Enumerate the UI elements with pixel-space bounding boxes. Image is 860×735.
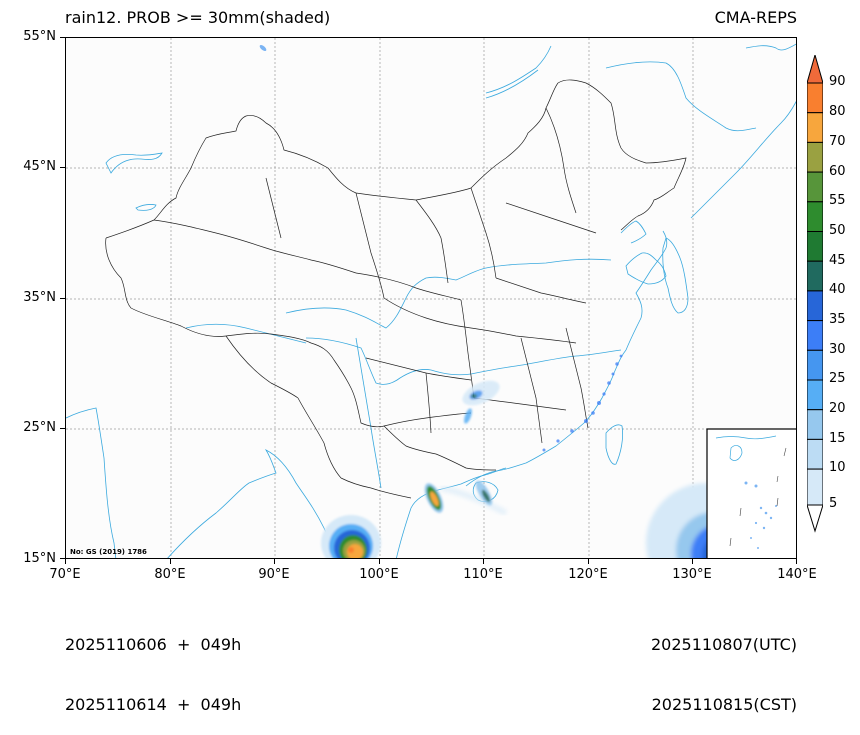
colorbar-label: 90 [829,74,846,89]
lat-tick [60,37,65,38]
probability-shading [259,45,766,558]
valid-time-utc: 2025110807(UTC) [651,635,797,654]
colorbar-label: 45 [829,253,846,268]
coastlines [66,43,796,558]
colorbar-label: 15 [829,431,846,446]
model-name: CMA-REPS [714,8,797,27]
lat-tick [60,558,65,559]
colorbar-label: 5 [829,496,838,511]
colorbar [807,55,823,533]
colorbar-label: 50 [829,223,846,238]
colorbar-min-arrow [807,504,823,533]
lat-tick [60,428,65,429]
lon-label-100: 100°E [359,567,399,582]
lon-label-70: 70°E [49,567,81,582]
chart-title: rain12. PROB >= 30mm(shaded) [65,8,331,27]
lon-label-130: 130°E [672,567,712,582]
init-time-block: 2025110606 + 049h 2025110614 + 049h [65,595,241,735]
lon-label-140: 140°E [777,567,817,582]
colorbar-label: 30 [829,342,846,357]
lat-label-35: 35°N [23,290,56,305]
lon-label-80: 80°E [154,567,186,582]
lon-tick [483,559,484,564]
lat-label-15: 15°N [23,551,56,566]
colorbar-label: 10 [829,460,846,475]
init-time-utc: 2025110606 + 049h [65,635,242,654]
init-time-cst: 2025110614 + 049h [65,695,242,714]
lon-tick [65,559,66,564]
lat-label-25: 25°N [23,420,56,435]
colorbar-max-arrow [807,55,823,84]
colorbar-label: 35 [829,312,846,327]
lon-label-90: 90°E [258,567,290,582]
coastal-speckles [542,354,623,452]
valid-time-block: 2025110807(UTC) 2025110815(CST) [651,595,797,735]
lon-label-110: 110°E [463,567,503,582]
lat-label-45: 45°N [23,159,56,174]
colorbar-label: 60 [829,164,846,179]
valid-time-cst: 2025110815(CST) [651,695,797,714]
colorbar-label: 25 [829,371,846,386]
lon-label-120: 120°E [568,567,608,582]
lat-tick [60,298,65,299]
colorbar-label: 80 [829,104,846,119]
map-canvas [66,38,796,558]
borders [105,79,687,499]
colorbar-label: 70 [829,134,846,149]
colorbar-label: 55 [829,193,846,208]
colorbar-label: 40 [829,282,846,297]
graticule [66,38,796,558]
lon-tick [692,559,693,564]
lat-label-55: 55°N [23,29,56,44]
south-china-sea-inset [706,428,796,558]
lon-tick [170,559,171,564]
map-area[interactable]: No: GS (2019) 1786 [65,37,797,559]
lon-tick [379,559,380,564]
lon-tick [588,559,589,564]
lon-tick [796,559,797,564]
lon-tick [274,559,275,564]
colorbar-label: 20 [829,401,846,416]
review-number: No: GS (2019) 1786 [70,548,147,556]
lat-tick [60,167,65,168]
